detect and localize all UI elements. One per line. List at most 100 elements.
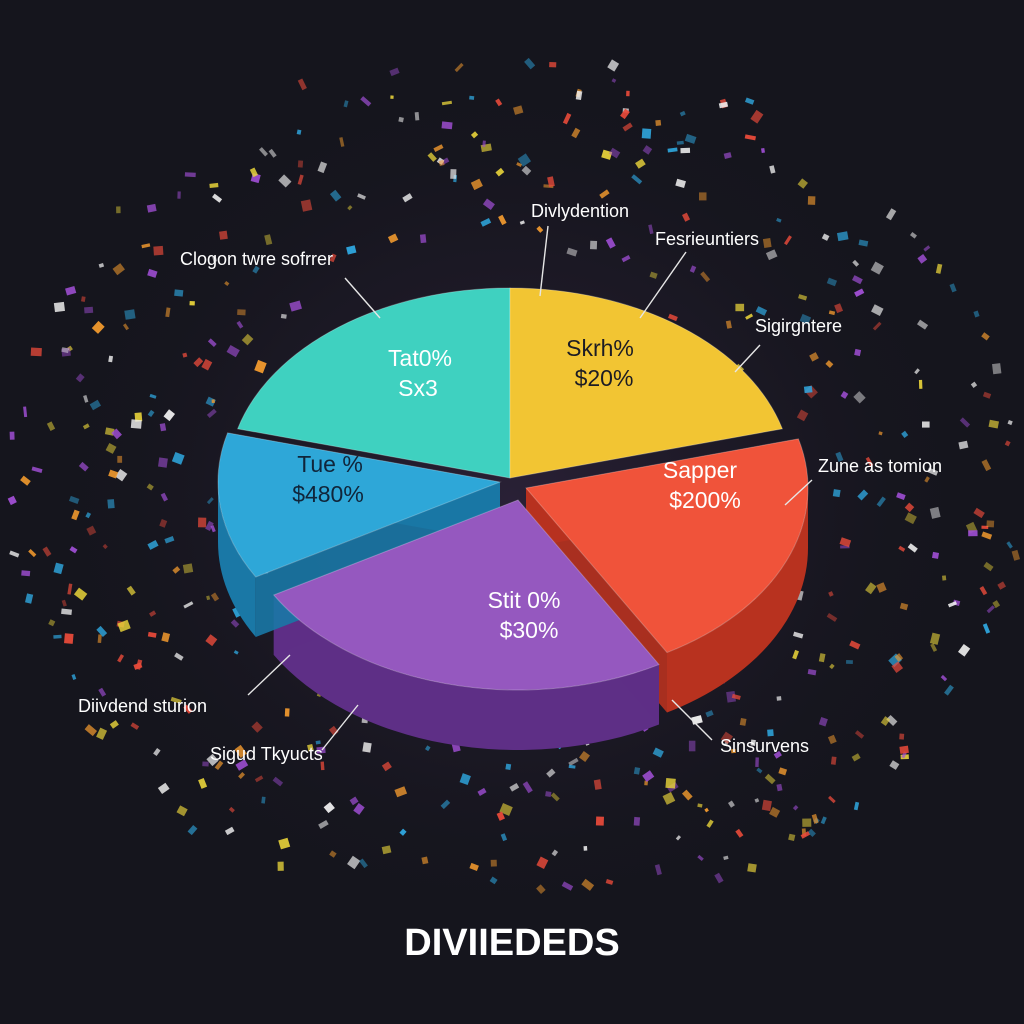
confetti-piece — [174, 652, 184, 661]
confetti-piece — [116, 206, 121, 214]
confetti-piece — [836, 231, 849, 242]
confetti-piece — [828, 310, 836, 316]
confetti-piece — [187, 825, 198, 836]
callout-line-8 — [321, 704, 359, 751]
confetti-piece — [347, 205, 353, 211]
confetti-piece — [718, 101, 729, 109]
confetti-piece — [183, 601, 194, 609]
confetti-piece — [773, 750, 782, 759]
confetti-piece — [655, 119, 662, 126]
confetti-piece — [667, 147, 678, 153]
confetti-piece — [755, 757, 759, 768]
confetti-piece — [513, 105, 524, 115]
confetti-piece — [818, 653, 826, 663]
confetti-piece — [224, 826, 235, 836]
confetti-piece — [67, 345, 73, 352]
confetti-piece — [776, 696, 782, 701]
confetti-piece — [329, 189, 342, 202]
confetti-piece — [982, 623, 991, 634]
confetti-piece — [134, 412, 143, 422]
confetti-piece — [825, 360, 834, 368]
confetti-piece — [545, 791, 552, 798]
confetti-piece — [778, 767, 788, 776]
confetti-piece — [130, 722, 140, 730]
confetti-piece — [720, 731, 733, 745]
confetti-piece — [599, 189, 610, 199]
confetti-piece — [441, 100, 453, 106]
confetti-piece — [170, 696, 182, 704]
confetti-piece — [904, 512, 917, 525]
callout-labels: Clogon twre sofrrer Divlydention Fesrieu… — [78, 201, 942, 764]
confetti-piece — [583, 846, 588, 851]
confetti-piece — [427, 152, 437, 162]
slice-labels: Tat0% Sx3 Skrh% $20% Sapper $200% Stit 0… — [292, 335, 741, 643]
confetti-piece — [802, 818, 812, 827]
confetti-piece — [590, 240, 598, 250]
confetti-piece — [64, 633, 74, 644]
confetti-piece — [189, 301, 195, 306]
confetti-piece — [521, 165, 532, 176]
confetti-piece — [61, 347, 70, 354]
confetti-piece — [89, 399, 101, 411]
confetti-piece — [644, 780, 648, 786]
confetti-piece — [158, 457, 168, 468]
confetti-piece — [957, 643, 971, 657]
confetti-piece — [53, 301, 65, 313]
confetti-piece — [935, 263, 943, 274]
confetti-piece — [450, 169, 457, 179]
confetti-piece — [124, 309, 136, 320]
confetti-piece — [261, 796, 266, 804]
slice-label-4: Stit 0% — [488, 587, 561, 613]
confetti-piece — [899, 745, 909, 754]
confetti-piece — [433, 144, 444, 153]
confetti-piece — [202, 761, 209, 767]
confetti-piece — [547, 176, 555, 188]
confetti-piece — [918, 379, 923, 389]
confetti-piece — [997, 581, 1006, 590]
callout-line-6 — [671, 699, 713, 741]
slice-value-2: $20% — [575, 365, 634, 391]
confetti-piece — [171, 452, 185, 465]
confetti-piece — [756, 767, 763, 774]
confetti-piece — [205, 634, 218, 647]
confetti-piece — [109, 720, 119, 729]
confetti-piece — [489, 876, 498, 885]
confetti-piece — [198, 517, 207, 528]
confetti-piece — [161, 632, 171, 643]
confetti-piece — [894, 653, 904, 662]
confetti-piece — [112, 263, 125, 276]
confetti-piece — [739, 718, 747, 726]
callout-label-4: Sigirgntere — [755, 316, 842, 336]
callout-label-5: Zune as tomion — [818, 456, 942, 476]
confetti-piece — [754, 798, 760, 803]
confetti-piece — [183, 704, 193, 714]
confetti-piece — [73, 587, 88, 601]
confetti-piece — [959, 417, 971, 428]
confetti-piece — [889, 760, 900, 770]
confetti-piece — [858, 239, 869, 247]
confetti-piece — [97, 634, 102, 643]
confetti-piece — [820, 816, 827, 825]
confetti-piece — [680, 147, 691, 154]
confetti-piece — [163, 409, 176, 422]
confetti-piece — [871, 304, 884, 317]
confetti-piece — [111, 428, 122, 440]
confetti-piece — [846, 660, 853, 665]
confetti-piece — [626, 90, 630, 97]
confetti-piece — [929, 632, 941, 645]
confetti-piece — [339, 137, 345, 147]
confetti-piece — [91, 320, 105, 334]
confetti-piece — [835, 451, 844, 462]
confetti-piece — [108, 355, 114, 363]
confetti-piece — [750, 109, 764, 124]
confetti-piece — [297, 174, 304, 185]
confetti-piece — [608, 147, 621, 159]
confetti-piece — [924, 476, 930, 483]
confetti-piece — [251, 721, 263, 733]
confetti-piece — [830, 756, 837, 765]
confetti-piece — [509, 783, 520, 792]
slice-3 — [525, 438, 809, 654]
confetti-piece — [480, 217, 492, 227]
confetti-piece — [885, 208, 897, 221]
